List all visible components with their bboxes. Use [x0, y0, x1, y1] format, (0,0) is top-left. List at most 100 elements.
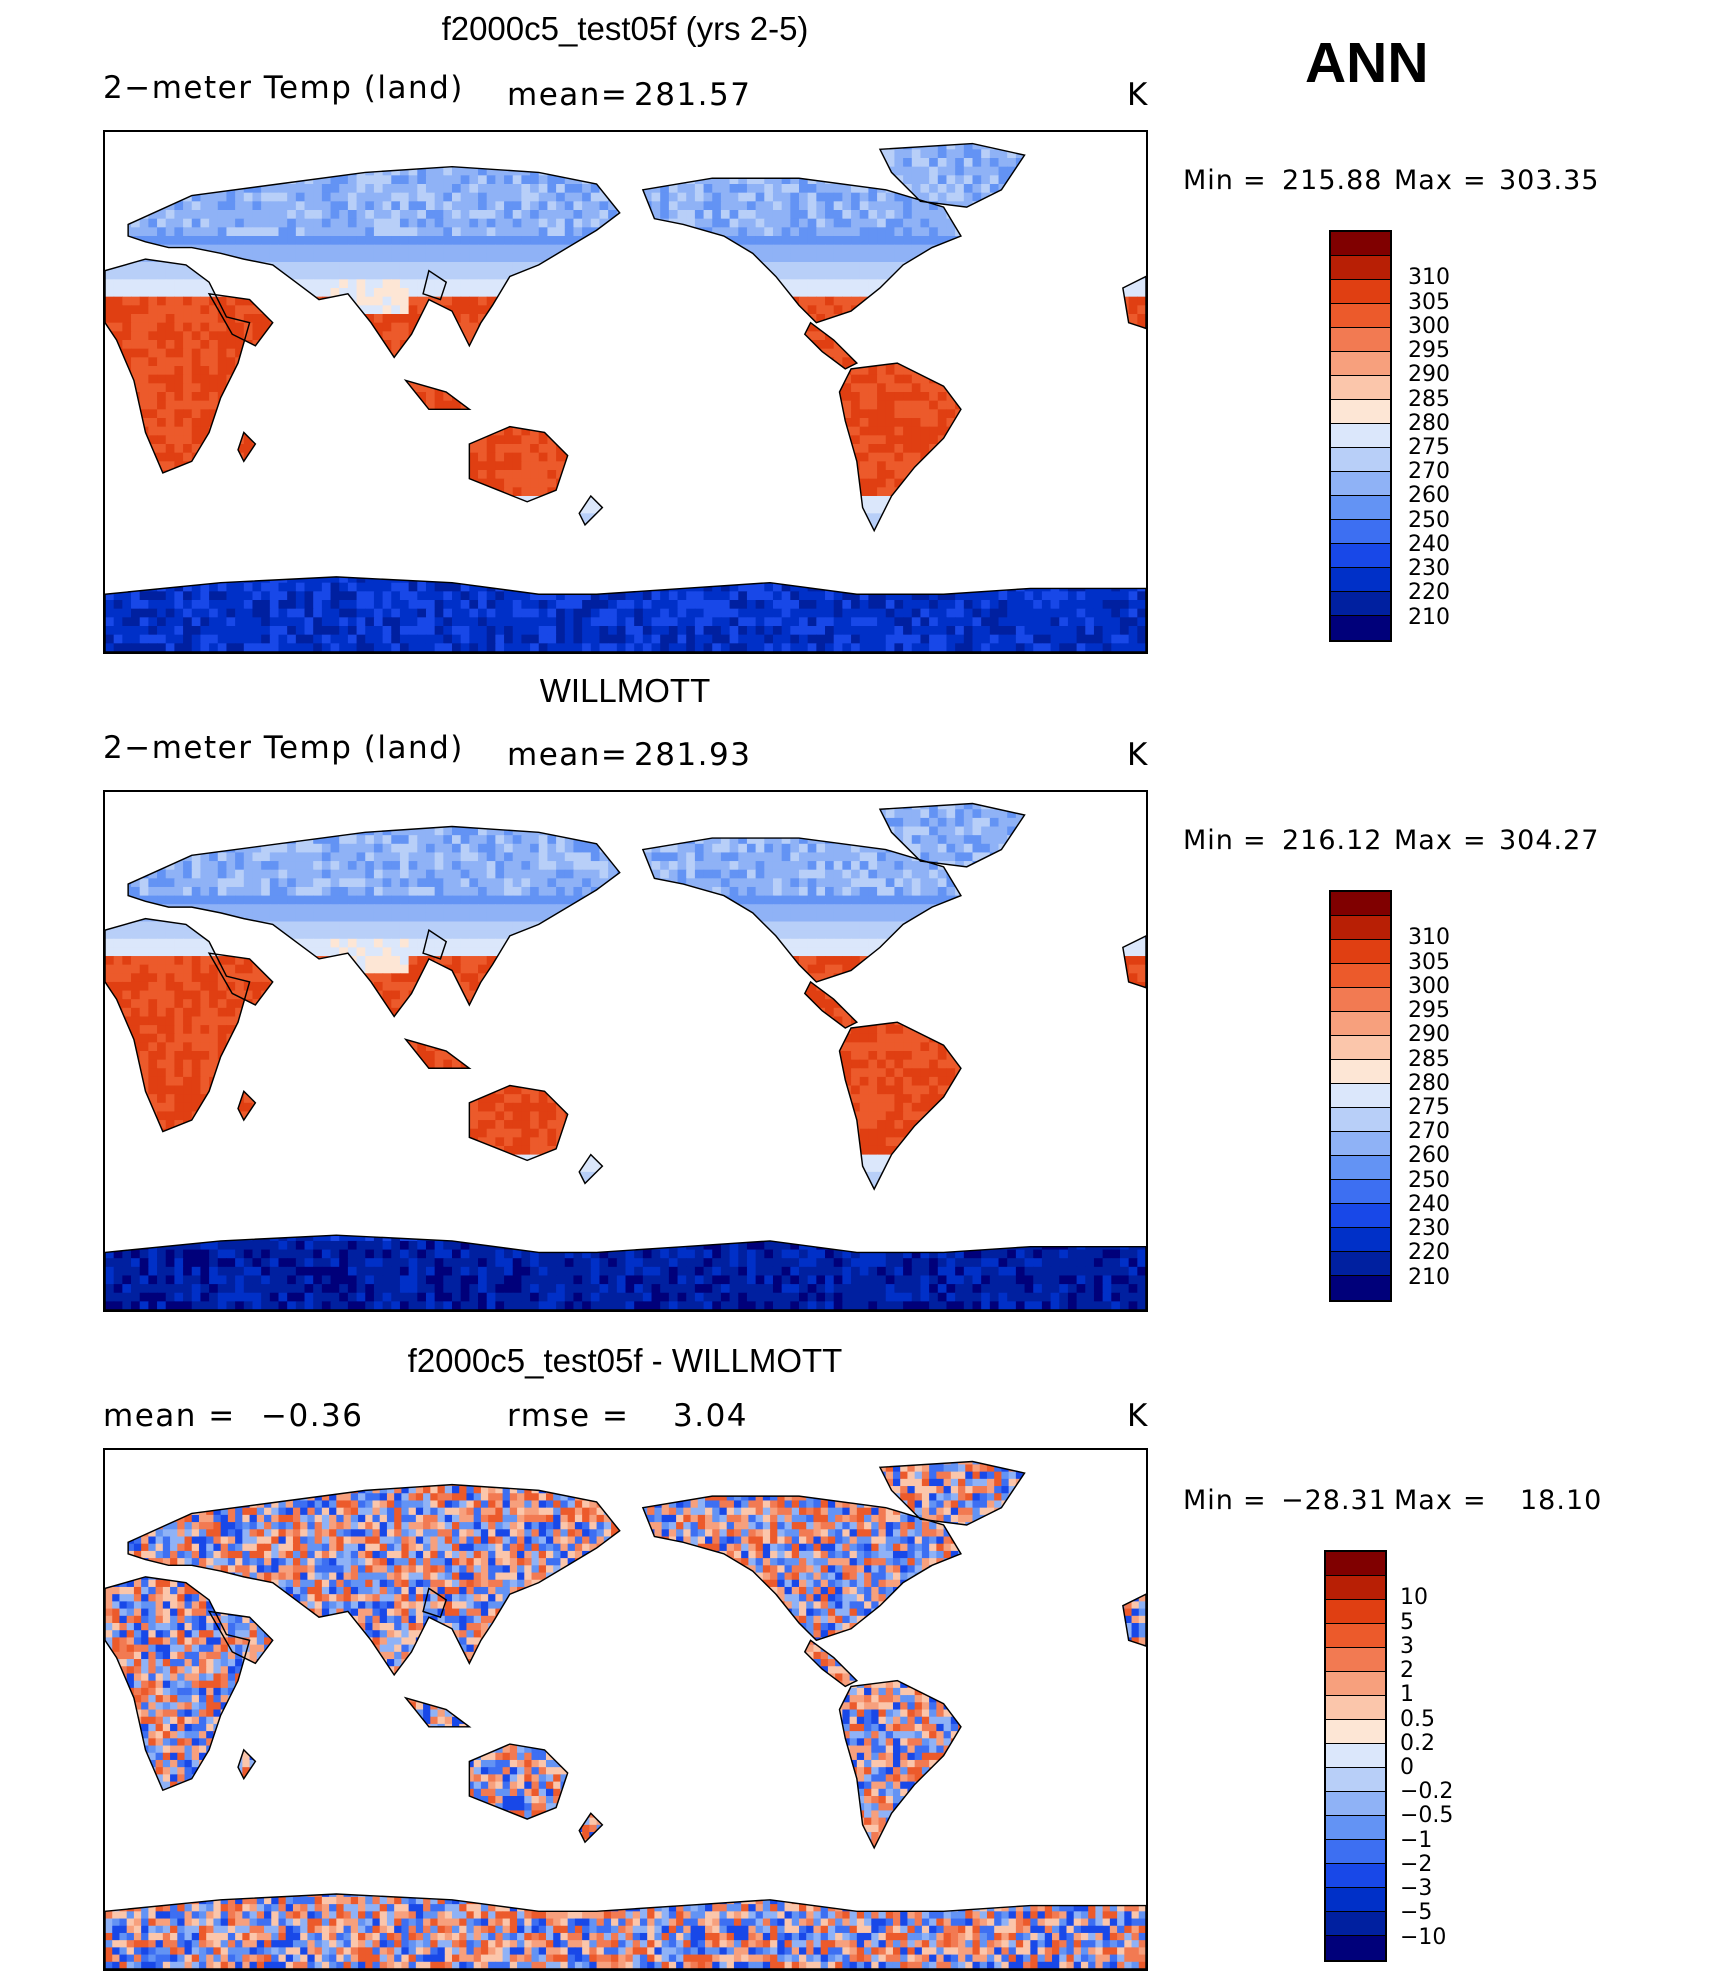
colorbar-tick-label: 1 [1400, 1684, 1414, 1706]
colorbar-tick-label: 230 [1408, 1218, 1450, 1240]
panel-title: WILLMOTT [275, 672, 975, 710]
max-label: Max [1394, 165, 1453, 196]
colorbar-swatch [1326, 1696, 1385, 1720]
colorbar-tick-label: 270 [1408, 461, 1450, 483]
season-label: ANN [1305, 30, 1429, 96]
colorbar-tick-label: 290 [1408, 364, 1450, 386]
colorbar-swatch [1326, 1648, 1385, 1672]
colorbar-swatch [1331, 568, 1390, 592]
colorbar-tick-label: 0.5 [1400, 1709, 1435, 1731]
colorbar-tick-label: −2 [1400, 1854, 1432, 1876]
colorbar-swatch [1326, 1552, 1385, 1576]
max-value: 304.27 [1499, 825, 1599, 856]
map-model [103, 130, 1148, 654]
colorbar-tick-label: −0.2 [1400, 1781, 1453, 1803]
colorbar-swatch [1326, 1624, 1385, 1648]
mean-value: 281.57 [634, 77, 751, 113]
colorbar-swatch [1331, 232, 1390, 256]
colorbar-tick-label: 295 [1408, 1000, 1450, 1022]
variable-label: 2−meter Temp (land) [103, 70, 464, 106]
colorbar-swatch [1331, 1060, 1390, 1084]
colorbar-tick-label: 305 [1408, 292, 1450, 314]
colorbar-swatch [1331, 520, 1390, 544]
mean-label: mean = [103, 1398, 236, 1434]
variable-label: 2−meter Temp (land) [103, 730, 464, 766]
colorbar-swatch [1331, 592, 1390, 616]
colorbar-tick-label: 240 [1408, 534, 1450, 556]
colorbar-swatch [1326, 1600, 1385, 1624]
colorbar-swatch [1331, 1084, 1390, 1108]
colorbar-swatch [1331, 376, 1390, 400]
colorbar-swatch [1331, 544, 1390, 568]
map-obs [103, 790, 1148, 1312]
colorbar-swatch [1331, 1180, 1390, 1204]
mean-value: 281.93 [634, 737, 751, 773]
colorbar-tick-label: −1 [1400, 1830, 1432, 1852]
colorbar-tick-label: 280 [1408, 413, 1450, 435]
mean-label: mean= [507, 737, 628, 773]
colorbar-tick-label: 250 [1408, 1170, 1450, 1192]
colorbar-tick-label: 210 [1408, 1267, 1450, 1289]
colorbar-swatch [1326, 1768, 1385, 1792]
colorbar-swatch [1331, 1012, 1390, 1036]
colorbar-swatch [1331, 892, 1390, 916]
units-label: K [1127, 1398, 1149, 1434]
colorbar-swatch [1326, 1912, 1385, 1936]
colorbar-tick-label: 270 [1408, 1121, 1450, 1143]
colorbar-tick-label: 3 [1400, 1636, 1414, 1658]
colorbar-swatch [1326, 1864, 1385, 1888]
colorbar-tick-label: 295 [1408, 340, 1450, 362]
colorbar-tick-label: 210 [1408, 607, 1450, 629]
land-temperature-field [105, 132, 1146, 652]
colorbar-tick-label: 240 [1408, 1194, 1450, 1216]
colorbar-swatch [1331, 496, 1390, 520]
min-value: 215.88 [1282, 165, 1382, 196]
colorbar-swatch [1331, 916, 1390, 940]
colorbar-swatch [1331, 940, 1390, 964]
colorbar-obs [1329, 890, 1392, 1302]
colorbar-difference [1324, 1550, 1387, 1962]
colorbar-swatch [1331, 328, 1390, 352]
colorbar-swatch [1331, 424, 1390, 448]
colorbar-swatch [1331, 988, 1390, 1012]
colorbar-tick-label: 220 [1408, 582, 1450, 604]
colorbar-swatch [1326, 1672, 1385, 1696]
colorbar-swatch [1331, 304, 1390, 328]
colorbar-tick-label: 275 [1408, 437, 1450, 459]
units-label: K [1127, 77, 1149, 113]
colorbar-swatch [1326, 1888, 1385, 1912]
colorbar-swatch [1331, 616, 1390, 640]
colorbar-swatch [1331, 1036, 1390, 1060]
colorbar-tick-label: 0.2 [1400, 1733, 1435, 1755]
rmse-label: rmse = [507, 1398, 629, 1434]
colorbar-tick-label: 250 [1408, 510, 1450, 532]
colorbar-tick-label: 260 [1408, 485, 1450, 507]
colorbar-tick-label: 290 [1408, 1024, 1450, 1046]
panel-title: f2000c5_test05f - WILLMOTT [275, 1342, 975, 1380]
colorbar-tick-label: 10 [1400, 1587, 1428, 1609]
min-value: −28.31 [1281, 1485, 1387, 1516]
colorbar-tick-label: 275 [1408, 1097, 1450, 1119]
colorbar-swatch [1331, 448, 1390, 472]
rmse-value: 3.04 [673, 1398, 748, 1434]
colorbar-swatch [1331, 400, 1390, 424]
colorbar-tick-label: 260 [1408, 1145, 1450, 1167]
colorbar-tick-label: −5 [1400, 1902, 1432, 1924]
colorbar-tick-label: 220 [1408, 1242, 1450, 1264]
colorbar-tick-label: 300 [1408, 316, 1450, 338]
colorbar-swatch [1326, 1744, 1385, 1768]
colorbar-tick-label: 2 [1400, 1660, 1414, 1682]
colorbar-tick-label: 0 [1400, 1757, 1414, 1779]
mean-value: −0.36 [261, 1398, 364, 1434]
max-value: 18.10 [1520, 1485, 1602, 1516]
panel-title: f2000c5_test05f (yrs 2-5) [275, 10, 975, 48]
units-label: K [1127, 737, 1149, 773]
colorbar-swatch [1331, 1132, 1390, 1156]
colorbar-swatch [1331, 352, 1390, 376]
mean-label: mean= [507, 77, 628, 113]
colorbar-tick-label: −0.5 [1400, 1805, 1453, 1827]
colorbar-swatch [1331, 964, 1390, 988]
min-label: Min [1183, 825, 1234, 856]
colorbar-tick-label: −3 [1400, 1878, 1432, 1900]
colorbar-swatch [1331, 280, 1390, 304]
